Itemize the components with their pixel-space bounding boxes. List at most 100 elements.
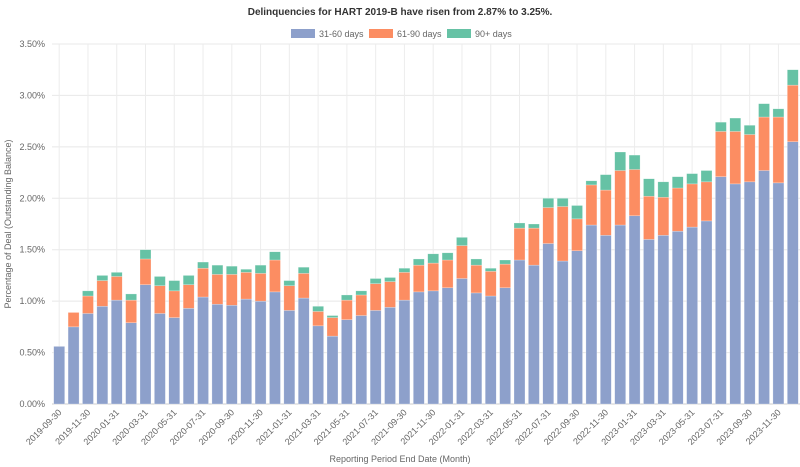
bar-segment-90-days xyxy=(168,280,181,292)
bar-segment-61-90-days xyxy=(484,271,497,297)
bar-segment-31-60-days xyxy=(484,295,497,405)
legend-label: 61-90 days xyxy=(397,29,442,39)
bar-segment-61-90-days xyxy=(240,272,252,300)
bar-segment-61-90-days xyxy=(384,281,396,308)
bar-segment-61-90-days xyxy=(758,116,770,171)
bar-segment-31-60-days xyxy=(571,250,583,405)
bar-segment-90-days xyxy=(628,154,641,170)
bar-segment-31-60-days xyxy=(197,296,209,405)
bar-segment-90-days xyxy=(413,258,425,266)
legend-swatch xyxy=(291,29,315,38)
bar-segment-61-90-days xyxy=(528,227,540,266)
bar-segment-90-days xyxy=(211,264,224,275)
bar-segment-31-60-days xyxy=(341,319,353,405)
bar-segment-61-90-days xyxy=(585,184,598,226)
bar-segment-61-90-days xyxy=(441,259,454,289)
bar-segment-61-90-days xyxy=(628,169,641,217)
y-axis: 0.00% 0.50% 1.00% 1.50% 2.00% 2.50% 3.00% 3.50% xyxy=(19,39,45,409)
bar-segment-31-60-days xyxy=(427,290,439,405)
bar-segment-90-days xyxy=(614,151,626,171)
bar-segment-61-90-days xyxy=(556,206,569,262)
bar-segment-90-days xyxy=(254,264,267,274)
legend-swatch xyxy=(369,29,393,38)
bar-segment-90-days xyxy=(125,293,137,301)
bar-segment-90-days xyxy=(743,125,756,135)
bars xyxy=(53,69,799,405)
bar-segment-61-90-days xyxy=(772,116,785,184)
bar-segment-31-60-days xyxy=(53,346,65,405)
bar-segment-61-90-days xyxy=(369,283,382,311)
bar-segment-90-days xyxy=(470,258,483,266)
legend-swatch xyxy=(447,29,471,38)
bar-segment-31-60-days xyxy=(67,326,80,405)
bar-segment-31-60-days xyxy=(657,235,670,405)
bar-segment-61-90-days xyxy=(355,294,368,316)
bar-segment-90-days xyxy=(686,173,698,185)
bar-segment-31-60-days xyxy=(556,260,569,405)
bar-segment-31-60-days xyxy=(326,335,339,405)
bar-segment-90-days xyxy=(182,275,195,285)
bar-segment-31-60-days xyxy=(729,183,742,405)
bar-segment-61-90-days xyxy=(729,131,742,185)
bar-segment-61-90-days xyxy=(657,197,670,236)
bar-segment-61-90-days xyxy=(211,274,224,305)
bar-segment-61-90-days xyxy=(341,299,353,320)
bar-segment-61-90-days xyxy=(542,207,555,244)
bar-segment-31-60-days xyxy=(499,287,511,405)
bar-segment-90-days xyxy=(110,272,123,277)
bar-segment-31-60-days xyxy=(715,176,727,405)
bar-segment-90-days xyxy=(671,176,684,189)
bar-segment-31-60-days xyxy=(643,239,655,405)
bar-segment-31-60-days xyxy=(398,299,411,405)
bar-segment-61-90-days xyxy=(168,290,181,318)
bar-segment-31-60-days xyxy=(182,308,195,405)
bar-segment-61-90-days xyxy=(67,312,80,328)
bar-segment-31-60-days xyxy=(528,264,540,405)
bar-segment-31-60-days xyxy=(542,243,555,405)
bar-segment-31-60-days xyxy=(139,284,152,405)
bar-segment-90-days xyxy=(499,259,511,265)
bar-segment-90-days xyxy=(96,275,109,281)
bar-segment-61-90-days xyxy=(326,317,339,337)
bar-segment-31-60-days xyxy=(110,299,123,405)
bar-segment-90-days xyxy=(585,180,598,186)
bar-segment-31-60-days xyxy=(743,181,756,405)
bar-segment-31-60-days xyxy=(125,322,137,405)
bar-segment-61-90-days xyxy=(513,227,526,261)
bar-segment-90-days xyxy=(355,290,368,296)
bar-segment-90-days xyxy=(398,267,411,273)
bar-segment-31-60-days xyxy=(456,278,468,405)
legend-label: 31-60 days xyxy=(319,29,364,39)
bar-segment-31-60-days xyxy=(600,235,612,405)
legend: 31-60 days 61-90 days 90+ days xyxy=(291,29,512,39)
bar-segment-90-days xyxy=(513,222,526,229)
bar-segment-61-90-days xyxy=(456,245,468,279)
bar-segment-61-90-days xyxy=(715,131,727,177)
bar-segment-61-90-days xyxy=(125,299,137,323)
bar-segment-61-90-days xyxy=(600,189,612,236)
bar-segment-31-60-days xyxy=(82,313,94,405)
bar-segment-90-days xyxy=(341,294,353,301)
bar-segment-31-60-days xyxy=(441,287,454,405)
y-axis-label: Percentage of Deal (Outstanding Balance) xyxy=(3,139,13,308)
bar-segment-90-days xyxy=(643,178,655,197)
bar-segment-61-90-days xyxy=(700,181,713,222)
bar-segment-90-days xyxy=(384,277,396,282)
bar-segment-31-60-days xyxy=(168,317,181,405)
bar-segment-31-60-days xyxy=(269,291,281,405)
bar-segment-90-days xyxy=(312,306,324,312)
bar-segment-90-days xyxy=(441,252,454,261)
bar-segment-31-60-days xyxy=(312,325,324,405)
bar-segment-31-60-days xyxy=(671,230,684,405)
bar-segment-61-90-days xyxy=(671,187,684,232)
y-tick-label: 2.00% xyxy=(19,193,45,203)
bar-segment-90-days xyxy=(226,265,238,275)
bar-segment-61-90-days xyxy=(686,183,698,228)
bar-segment-90-days xyxy=(715,121,727,132)
bar-segment-90-days xyxy=(787,69,799,86)
bar-segment-61-90-days xyxy=(283,285,296,311)
bar-segment-31-60-days xyxy=(700,220,713,405)
bar-segment-90-days xyxy=(283,280,296,286)
bar-segment-90-days xyxy=(600,174,612,191)
